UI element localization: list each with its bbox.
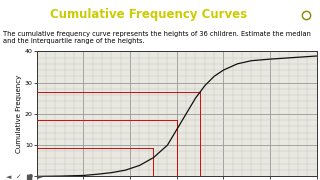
Text: The cumulative frequency curve represents the heights of 36 children. Estimate t: The cumulative frequency curve represent… xyxy=(3,31,311,44)
Text: Topic 4:: Topic 4: xyxy=(8,8,63,21)
Text: ◄  ✓  ■  ►: ◄ ✓ ■ ► xyxy=(6,174,43,180)
Y-axis label: Cumulative Frequency: Cumulative Frequency xyxy=(16,75,22,153)
Text: Cumulative Frequency Curves: Cumulative Frequency Curves xyxy=(50,8,247,21)
